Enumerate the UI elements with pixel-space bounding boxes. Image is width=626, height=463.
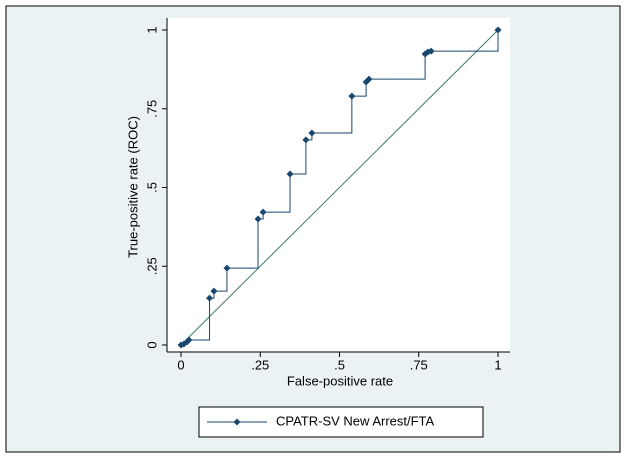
y-tick-label: .25 bbox=[144, 257, 159, 275]
point bbox=[427, 47, 435, 55]
point bbox=[259, 208, 267, 216]
x-tick-label: 1 bbox=[494, 357, 501, 372]
point bbox=[302, 136, 310, 144]
y-tick-label: .75 bbox=[144, 100, 159, 118]
point bbox=[286, 170, 294, 178]
step-segment bbox=[263, 173, 291, 213]
x-tick-label: .25 bbox=[251, 357, 269, 372]
plot-region bbox=[167, 18, 510, 352]
step-segment bbox=[226, 219, 259, 269]
y-tick-label: 1 bbox=[144, 26, 159, 33]
step-segment bbox=[213, 268, 228, 292]
legend-marker bbox=[233, 418, 241, 426]
point bbox=[308, 129, 316, 137]
step-segment bbox=[311, 96, 353, 134]
step-segment bbox=[290, 139, 307, 175]
step-segment bbox=[188, 298, 211, 341]
point bbox=[365, 75, 373, 83]
y-tick-label: 0 bbox=[144, 341, 159, 348]
point bbox=[223, 264, 231, 272]
point bbox=[494, 26, 502, 34]
point bbox=[254, 215, 262, 223]
x-tick-label: .5 bbox=[334, 357, 345, 372]
step-segment bbox=[431, 30, 499, 52]
step-segment bbox=[351, 81, 367, 97]
point bbox=[206, 294, 214, 302]
point bbox=[185, 336, 193, 344]
point bbox=[348, 92, 356, 100]
point bbox=[210, 287, 218, 295]
step-segment bbox=[368, 53, 426, 80]
x-tick-label: 0 bbox=[177, 357, 184, 372]
x-tick-label: .75 bbox=[410, 357, 428, 372]
x-axis-title: False-positive rate bbox=[287, 373, 393, 388]
y-tick-label: .5 bbox=[144, 182, 159, 193]
reference-line bbox=[180, 29, 499, 346]
legend-label: CPATR-SV New Arrest/FTA bbox=[276, 413, 435, 428]
y-axis-title: True-positive rate (ROC) bbox=[125, 116, 140, 258]
